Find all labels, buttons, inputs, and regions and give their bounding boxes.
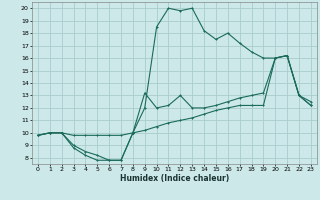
X-axis label: Humidex (Indice chaleur): Humidex (Indice chaleur) xyxy=(120,174,229,183)
